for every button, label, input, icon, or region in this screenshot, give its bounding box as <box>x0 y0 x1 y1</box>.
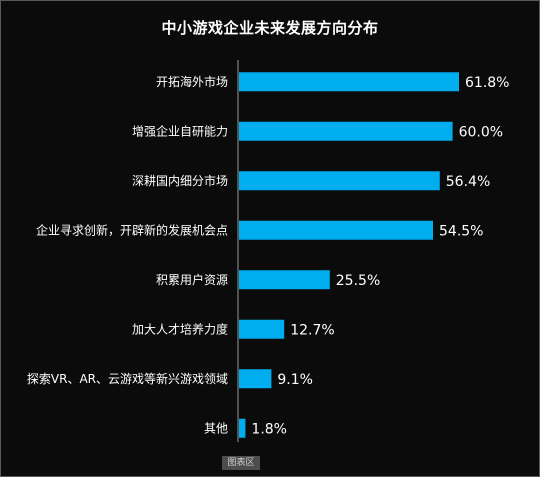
data-label: 60.0% <box>459 124 503 140</box>
bar <box>239 319 285 339</box>
category-label: 加大人才培养力度 <box>132 321 228 336</box>
category-label: 深耕国内细分市场 <box>132 173 228 188</box>
chart-area-tag: 图表区 <box>222 456 260 470</box>
chart-title: 中小游戏企业未来发展方向分布 <box>161 19 379 37</box>
data-label: 9.1% <box>277 372 313 388</box>
category-label: 探索VR、AR、云游戏等新兴游戏领域 <box>27 371 228 386</box>
bar <box>239 121 453 141</box>
category-label: 开拓海外市场 <box>156 74 228 89</box>
data-label: 1.8% <box>251 421 287 437</box>
category-label: 增强企业自研能力 <box>132 123 228 138</box>
data-label: 61.8% <box>465 75 509 91</box>
bar <box>239 220 434 240</box>
bar <box>239 171 440 191</box>
data-label: 25.5% <box>336 273 380 289</box>
category-label: 企业寻求创新，开辟新的发展机会点 <box>36 222 228 237</box>
bar <box>239 418 246 438</box>
category-label: 积累用户资源 <box>156 272 228 287</box>
data-label: 54.5% <box>439 223 483 239</box>
data-label: 56.4% <box>446 174 490 190</box>
category-label: 其他 <box>204 421 228 435</box>
bar <box>239 369 272 389</box>
bars-group: 开拓海外市场 61.8% 增强企业自研能力 60.0% 深耕国内细分市场 56.4% 企业寻… <box>27 72 509 438</box>
bar <box>239 270 330 290</box>
data-label: 12.7% <box>290 322 334 338</box>
bar <box>239 72 459 92</box>
